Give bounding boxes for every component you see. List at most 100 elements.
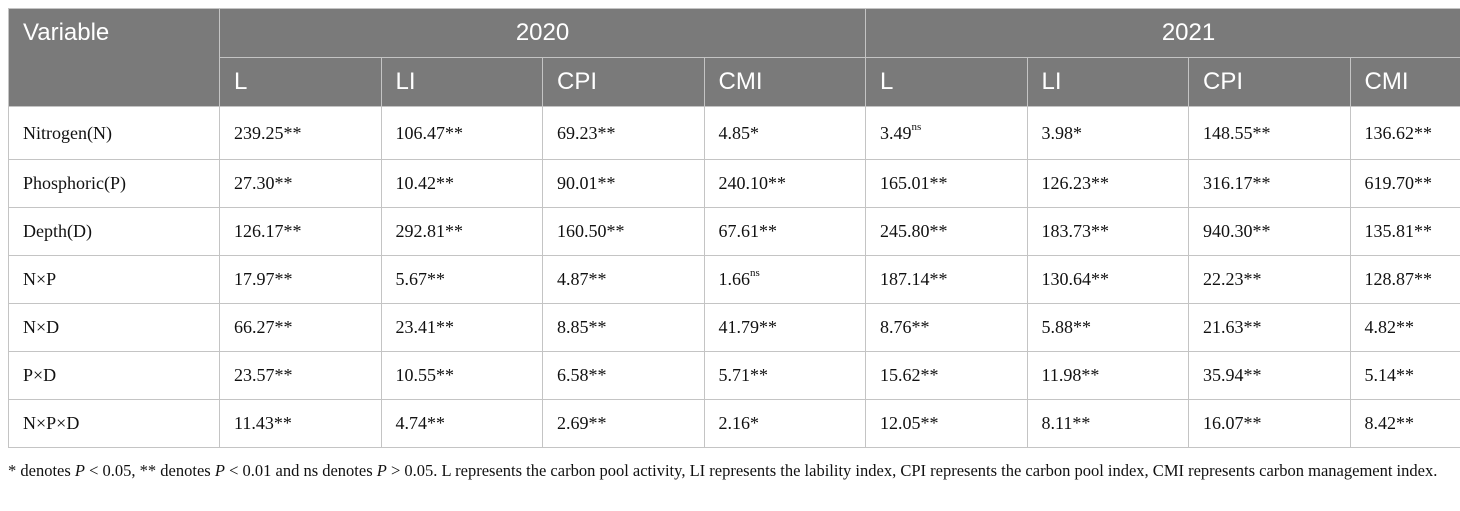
f-value-cell: 8.76** xyxy=(865,303,1028,352)
f-value: 160.50 xyxy=(557,221,607,241)
f-value-cell: 165.01** xyxy=(865,159,1028,208)
f-value-cell: 940.30** xyxy=(1188,207,1351,256)
f-value-cell: 4.85* xyxy=(703,106,867,160)
f-value: 6.58 xyxy=(557,365,589,385)
f-value-cell: 23.57** xyxy=(219,351,382,400)
f-value: 8.85 xyxy=(557,317,589,337)
f-value: 69.23 xyxy=(557,122,598,143)
metric-column-header: CPI xyxy=(542,57,705,107)
f-value-cell: 22.23** xyxy=(1188,255,1351,304)
f-value: 183.73 xyxy=(1041,221,1092,241)
significance-marker: ** xyxy=(1072,413,1091,433)
significance-marker: ** xyxy=(283,221,302,241)
footnote-part: < 0.01 and ns denotes xyxy=(224,461,377,480)
significance-marker: ** xyxy=(1073,317,1092,337)
variable-label: Nitrogen(N) xyxy=(8,106,220,160)
f-value: 3.98 xyxy=(1041,122,1074,143)
table-header: Variable 2020 2021 L LI CPI CMI L LI CPI CMI xyxy=(8,8,1460,107)
f-value-cell: 21.63** xyxy=(1188,303,1351,352)
f-value-cell: 128.87** xyxy=(1349,255,1460,304)
f-value-cell: 90.01** xyxy=(542,159,705,208)
metric-column-header: L xyxy=(219,57,382,107)
f-value: 292.81 xyxy=(395,221,446,241)
f-value-cell: 8.11** xyxy=(1026,399,1190,448)
table-footnote: * denotes P < 0.05, ** denotes P < 0.01 … xyxy=(8,459,1454,482)
significance-marker: ** xyxy=(1243,365,1262,385)
f-value-cell: 67.61** xyxy=(703,207,867,256)
f-value-cell: 187.14** xyxy=(865,255,1028,304)
significance-marker: ** xyxy=(920,365,939,385)
metric-column-header: L xyxy=(865,57,1028,107)
significance-marker: ** xyxy=(436,173,454,193)
table-body: Nitrogen(N) 239.25** 106.47** 69.23** 4.85* 3… xyxy=(8,106,1460,448)
significance-marker: * xyxy=(1073,122,1083,143)
metric-column-header: CMI xyxy=(703,57,867,107)
f-value-cell: 316.17** xyxy=(1188,159,1351,208)
f-value-cell: 619.70** xyxy=(1349,159,1460,208)
f-value-cell: 6.58** xyxy=(542,351,705,400)
f-value-cell: 148.55** xyxy=(1188,106,1351,160)
table-row: N×P×D 11.43** 4.74** 2.69** 2.16* 12.05** 8.11… xyxy=(8,399,1460,448)
significance-marker: ** xyxy=(1081,365,1100,385)
f-value: 619.70 xyxy=(1364,173,1415,193)
significance-marker: ** xyxy=(1091,173,1110,193)
f-value: 8.76 xyxy=(880,317,912,337)
f-value: 8.42 xyxy=(1364,413,1397,433)
f-value-cell: 5.71** xyxy=(703,351,867,400)
significance-marker: ** xyxy=(1091,269,1110,289)
f-value-cell: 4.82** xyxy=(1349,303,1460,352)
f-value: 245.80 xyxy=(880,221,930,241)
f-value: 126.23 xyxy=(1041,173,1092,193)
f-value: 4.85 xyxy=(718,122,751,143)
f-value-cell: 3.49ns xyxy=(865,106,1028,160)
f-value: 136.62 xyxy=(1364,122,1415,143)
f-value: 41.79 xyxy=(718,317,760,337)
f-value: 126.17 xyxy=(234,221,284,241)
f-value: 4.87 xyxy=(557,269,589,289)
significance-marker: ** xyxy=(768,173,786,193)
f-value: 940.30 xyxy=(1203,221,1253,241)
significance-marker: ** xyxy=(606,221,625,241)
f-value: 5.67 xyxy=(395,269,428,289)
f-value-cell: 10.55** xyxy=(380,351,543,400)
f-value: 10.42 xyxy=(395,173,437,193)
f-value: 5.71 xyxy=(718,365,751,385)
f-value: 2.69 xyxy=(557,413,589,433)
f-value: 106.47 xyxy=(395,122,446,143)
f-value-cell: 1.66ns xyxy=(703,255,867,304)
significance-marker: ** xyxy=(588,317,607,337)
significance-marker: ** xyxy=(1414,173,1433,193)
f-value: 21.63 xyxy=(1203,317,1244,337)
f-value-cell: 4.74** xyxy=(380,399,543,448)
f-value-cell: 10.42** xyxy=(380,159,543,208)
significance-marker: ns xyxy=(750,267,760,279)
significance-marker: ** xyxy=(427,269,445,289)
table-row: Nitrogen(N) 239.25** 106.47** 69.23** 4.85* 3… xyxy=(8,106,1460,160)
subheader-row: L LI CPI CMI L LI CPI CMI xyxy=(9,57,1460,107)
f-value: 148.55 xyxy=(1203,122,1253,143)
f-value: 2.16 xyxy=(718,413,751,433)
f-value-cell: 160.50** xyxy=(542,207,705,256)
significance-marker: ** xyxy=(929,221,948,241)
f-value: 239.25 xyxy=(234,122,284,143)
significance-marker: ** xyxy=(274,317,293,337)
f-value-cell: 183.73** xyxy=(1026,207,1190,256)
f-value-cell: 5.67** xyxy=(380,255,543,304)
table-row: Phosphoric(P) 27.30** 10.42** 90.01** 240.10… xyxy=(8,159,1460,208)
significance-marker: * xyxy=(750,122,759,143)
variable-label: N×P xyxy=(8,255,220,304)
f-value-cell: 245.80** xyxy=(865,207,1028,256)
significance-marker: ** xyxy=(1252,122,1271,143)
significance-marker: ** xyxy=(1414,269,1433,289)
table-row: P×D 23.57** 10.55** 6.58** 5.71** 15.62** 11.9… xyxy=(8,351,1460,400)
significance-marker: ** xyxy=(274,173,293,193)
f-value: 22.23 xyxy=(1203,269,1244,289)
metric-column-header: LI xyxy=(380,57,543,107)
metric-column-header: LI xyxy=(1026,57,1190,107)
f-value-cell: 11.43** xyxy=(219,399,382,448)
f-value: 23.57 xyxy=(234,365,275,385)
f-value: 10.55 xyxy=(395,365,437,385)
f-value: 27.30 xyxy=(234,173,275,193)
footnote-p-symbol: P xyxy=(74,461,85,480)
footnote-part: < 0.05, ** denotes xyxy=(85,461,215,480)
